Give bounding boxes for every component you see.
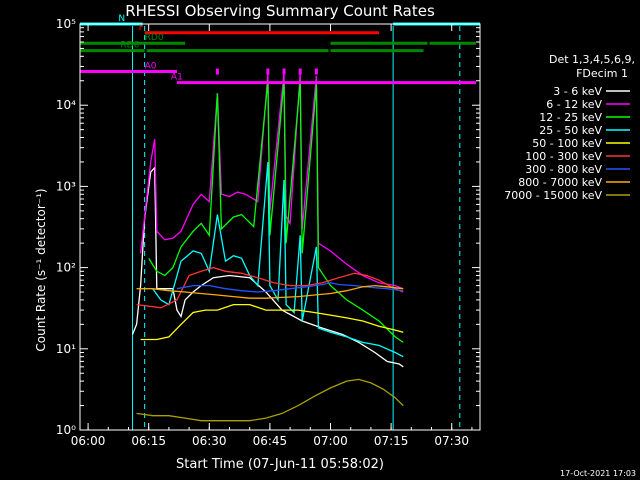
series-line-8 [136,378,404,422]
legend-label-3: 25 - 50 keV [539,124,602,137]
legend-label-0: 3 - 6 keV [553,85,602,98]
x-tick-label-5: 07:15 [374,434,409,448]
y-tick-label-5: 10⁵ [56,17,76,31]
y-tick-label-1: 10¹ [56,342,76,356]
attenuator-tick-2 [282,68,286,75]
legend-label-4: 50 - 100 keV [532,137,602,150]
attenuator-tick-1 [266,68,270,75]
legend-header-2: FDecim 1 [576,67,628,80]
series-line-6 [176,282,404,293]
attenuator-tick-4 [314,68,318,75]
state-bar-label-rd6: RD6 [120,41,139,51]
series-line-7 [136,284,404,299]
legend-label-5: 100 - 300 keV [525,150,602,163]
y-axis-label: Count Rate (s⁻¹ detector⁻¹) [34,188,48,351]
legend-label-6: 300 - 800 keV [525,163,602,176]
y-tick-label-2: 10² [56,261,76,275]
y-tick-label-3: 10³ [56,179,76,193]
series-line-2 [148,80,404,343]
x-tick-label-1: 06:15 [131,434,166,448]
series-line-4 [140,303,404,341]
attenuator-tick-0 [215,68,219,75]
x-tick-label-3: 06:45 [253,434,288,448]
chart-title: RHESSI Observing Summary Count Rates [125,2,435,20]
series-group [131,72,404,422]
state-bar-label-rd0: RD0 [145,33,164,43]
series-line-5 [136,266,404,309]
state-bar-label-a1: A1 [171,73,183,83]
x-axis-label: Start Time (07-Jun-11 05:58:02) [176,457,384,472]
x-tick-label-6: 07:30 [434,434,469,448]
x-tick-label-0: 06:00 [71,434,106,448]
series-line-0 [131,166,404,368]
series-line-1 [139,72,404,290]
y-tick-label-4: 10⁴ [56,98,76,112]
legend-label-8: 7000 - 15000 keV [504,189,602,202]
plot-frame [79,23,481,431]
state-bar-label-a0: A0 [145,62,157,72]
footer-date: 17-Oct-2021 17:03 [560,469,636,478]
attenuator-tick-3 [298,68,302,75]
y-tick-label-0: 10⁰ [56,423,76,437]
legend-label-2: 12 - 25 keV [539,111,602,124]
series-line-3 [152,161,404,358]
state-bar-label-f: F [139,23,144,33]
state-bar-label-n: N [118,14,125,24]
legend-label-7: 800 - 7000 keV [518,176,602,189]
x-tick-label-4: 07:00 [313,434,348,448]
x-tick-label-2: 06:30 [192,434,227,448]
legend-header-1: Det 1,3,4,5,6,9, [549,53,635,66]
legend-label-1: 6 - 12 keV [546,98,602,111]
